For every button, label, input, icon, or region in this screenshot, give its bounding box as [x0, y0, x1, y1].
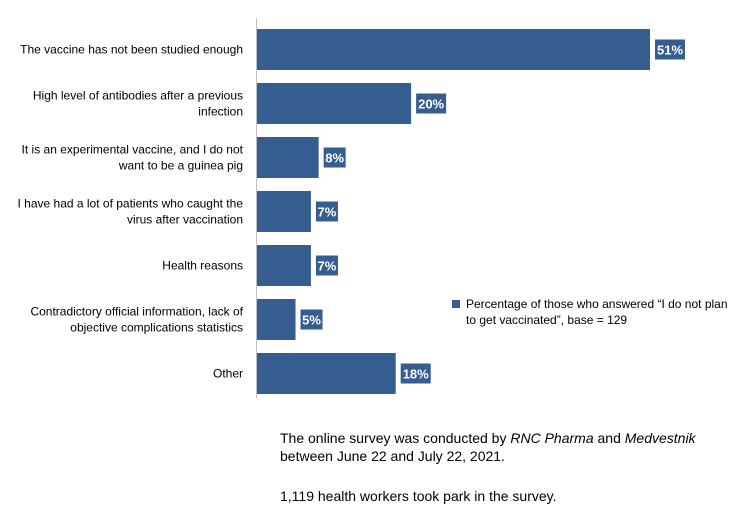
note-source-1: RNC Pharma	[510, 430, 594, 446]
bar	[257, 245, 311, 286]
legend-line-1: Percentage of those who answered “I do n…	[466, 297, 728, 311]
category-label-line: infection	[198, 105, 243, 119]
data-label-box	[315, 201, 338, 222]
category-label-line: want to be a guinea pig	[118, 159, 243, 173]
data-label: 7%	[318, 259, 337, 274]
note-text: and	[593, 430, 625, 446]
legend-text: Percentage of those who answered “I do n…	[466, 296, 728, 328]
legend-swatch	[452, 300, 460, 308]
data-label-box	[416, 93, 447, 114]
bar	[257, 353, 396, 394]
bars: 51% 20% 8% 7% 7% 5% 18%	[257, 29, 685, 394]
survey-note: The online survey was conducted by RNC P…	[280, 429, 740, 465]
category-labels: The vaccine has not been studied enough H…	[18, 43, 244, 381]
category-label-line: Other	[213, 367, 243, 381]
category-label-line: Contradictory official information, lack…	[30, 305, 243, 319]
category-label: Contradictory official information, lack…	[30, 305, 243, 335]
bar	[257, 83, 412, 124]
data-label: 51%	[657, 43, 683, 58]
data-label: 8%	[325, 151, 344, 166]
data-label-box	[400, 363, 431, 384]
bar	[257, 299, 296, 340]
category-label: I have had a lot of patients who caught …	[18, 197, 244, 227]
data-label: 20%	[418, 97, 444, 112]
category-label-line: I have had a lot of patients who caught …	[18, 197, 244, 211]
data-label-box	[315, 255, 338, 276]
category-label: The vaccine has not been studied enough	[20, 43, 243, 57]
note-text: The online survey was conducted by	[280, 430, 511, 446]
category-label: It is an experimental vaccine, and I do …	[22, 143, 244, 173]
bar	[257, 137, 319, 178]
category-label: Other	[213, 367, 243, 381]
category-label: Health reasons	[162, 259, 243, 273]
note-dates: between June 22 and July 22, 2021.	[280, 448, 505, 464]
legend-line-2: to get vaccinated”, base = 129	[466, 313, 628, 327]
legend: Percentage of those who answered “I do n…	[452, 296, 744, 328]
category-label-line: It is an experimental vaccine, and I do …	[22, 143, 244, 157]
note-participants: 1,119 health workers took park in the su…	[280, 488, 557, 504]
data-label-box	[300, 309, 323, 330]
bar	[257, 191, 311, 232]
data-label-box	[323, 147, 346, 168]
note-source-2: Medvestnik	[624, 430, 696, 446]
category-label-line: The vaccine has not been studied enough	[20, 43, 243, 57]
category-label-line: High level of antibodies after a previou…	[33, 89, 243, 103]
data-label: 7%	[318, 205, 337, 220]
category-label-line: objective complications statistics	[70, 321, 243, 335]
category-label-line: virus after vaccination	[127, 213, 243, 227]
bar	[257, 29, 650, 70]
data-label-box	[655, 39, 685, 60]
data-label: 5%	[302, 313, 321, 328]
participants-note: 1,119 health workers took park in the su…	[280, 487, 740, 505]
data-label: 18%	[403, 367, 429, 382]
category-label-line: Health reasons	[162, 259, 243, 273]
category-label: High level of antibodies after a previou…	[33, 89, 243, 119]
